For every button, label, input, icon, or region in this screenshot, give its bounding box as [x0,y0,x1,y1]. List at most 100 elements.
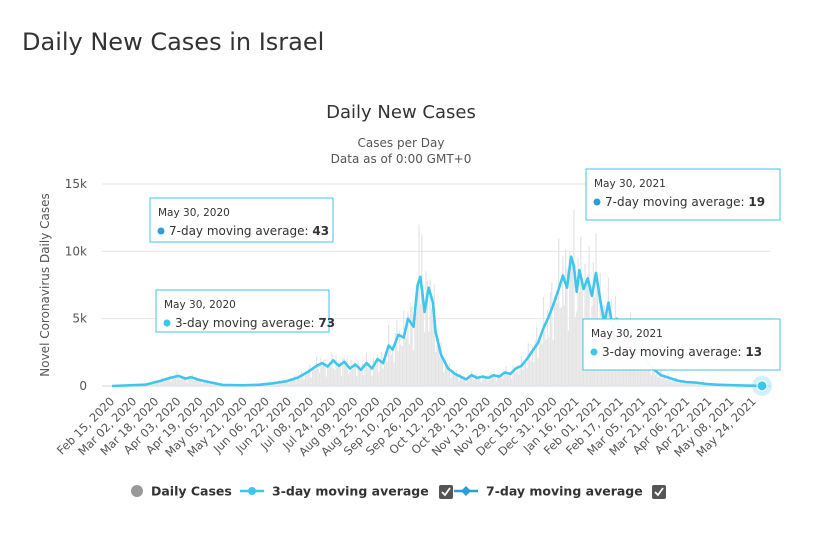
y-tick-label: 0 [79,379,87,393]
daily-case-bar [529,353,531,386]
daily-case-bar [477,376,480,386]
daily-case-bar [354,364,357,386]
daily-case-bar [454,375,456,386]
daily-case-bar [501,371,503,386]
daily-case-bar [365,353,368,386]
daily-case-bar [394,332,397,386]
daily-case-bar [504,374,506,386]
daily-case-bar [672,381,675,386]
checkbox-box [652,485,666,499]
daily-case-bar [157,381,159,386]
daily-case-bar [191,374,193,386]
daily-case-bar [545,339,547,386]
daily-case-bar [370,368,372,386]
daily-case-bar [273,384,275,386]
chart-subtitle-2: Data as of 0:00 GMT+0 [331,152,472,166]
y-tick-label: 5k [72,312,87,326]
daily-case-bar [657,377,659,386]
tooltip-value: 19 [748,195,765,209]
daily-case-bar [336,366,339,386]
daily-case-bar [195,377,197,386]
tooltip-series-dot [163,319,171,327]
daily-case-bar [314,369,316,386]
legend-checkbox[interactable] [439,485,453,499]
daily-case-bar [450,377,452,386]
daily-case-bar [668,377,670,386]
daily-case-bar [385,359,387,386]
daily-case-bar [277,382,279,386]
tooltip-date: May 30, 2020 [164,299,236,311]
daily-case-bar [703,384,705,386]
daily-case-bar [679,381,682,386]
daily-case-bar [653,366,655,386]
daily-case-bar [620,360,622,386]
daily-case-bar [595,233,597,386]
daily-case-bar [381,351,383,386]
daily-case-bar [494,375,496,386]
tooltip-date: May 30, 2021 [594,178,666,190]
daily-case-bar [563,305,565,386]
daily-case-bar [519,365,521,386]
daily-case-bar [204,380,206,386]
daily-case-bar [562,256,564,386]
legend-checkbox[interactable] [652,485,666,499]
daily-case-bar [177,377,179,386]
daily-case-bar [198,378,200,386]
daily-case-bar [280,383,282,386]
daily-case-bar [667,373,669,386]
daily-case-bar [436,345,438,386]
legend-item[interactable]: Daily Cases [131,484,232,499]
daily-case-bar [389,347,391,386]
daily-case-bar [379,359,381,386]
daily-case-bar [425,271,427,386]
daily-case-bar [173,376,175,386]
daily-case-bar [408,343,410,386]
tooltip-series-label: 7-day moving average: 19 [605,195,765,209]
daily-case-bar [298,376,300,386]
daily-case-bar [548,337,550,386]
daily-case-bar [650,374,652,386]
daily-case-bar [689,381,691,386]
daily-case-bar [683,381,686,386]
daily-case-bar [491,376,493,386]
last-point-marker[interactable] [756,380,768,392]
daily-case-bar [522,369,524,386]
daily-case-bar [378,371,380,386]
daily-case-bar [300,370,303,386]
daily-case-bar [396,320,398,386]
daily-case-bar [534,340,536,386]
daily-case-bar [357,361,359,386]
daily-case-bar [664,376,666,386]
daily-case-bar [151,383,153,386]
daily-case-bar [165,377,167,386]
legend-symbol [461,486,471,496]
daily-case-bar [508,372,510,386]
daily-case-bar [524,362,527,386]
daily-case-bar [284,382,286,386]
daily-case-bar [350,360,352,386]
daily-case-bar [553,295,556,386]
legend-item[interactable]: 7-day moving average [454,484,643,499]
daily-case-bar [206,380,209,386]
daily-case-bar [305,370,307,386]
daily-case-bar [419,303,422,386]
daily-case-bar [567,330,569,386]
daily-case-bar [565,248,567,386]
daily-case-bar [671,377,673,386]
daily-case-bar [295,381,297,386]
daily-case-bar [688,383,690,386]
daily-case-bar [566,267,568,386]
daily-case-bar [422,289,424,386]
daily-case-bar [479,375,481,386]
daily-case-bar [411,306,413,386]
daily-case-bar [443,372,445,386]
tooltip-box [155,289,330,333]
legend-item[interactable]: 3-day moving average [240,484,429,499]
daily-case-bar [216,384,218,386]
daily-case-bar [372,357,374,386]
daily-case-bar [360,371,362,386]
daily-case-bar [571,263,574,386]
daily-case-bar [652,361,654,386]
daily-case-bar [541,343,543,386]
daily-case-bar [578,291,581,386]
